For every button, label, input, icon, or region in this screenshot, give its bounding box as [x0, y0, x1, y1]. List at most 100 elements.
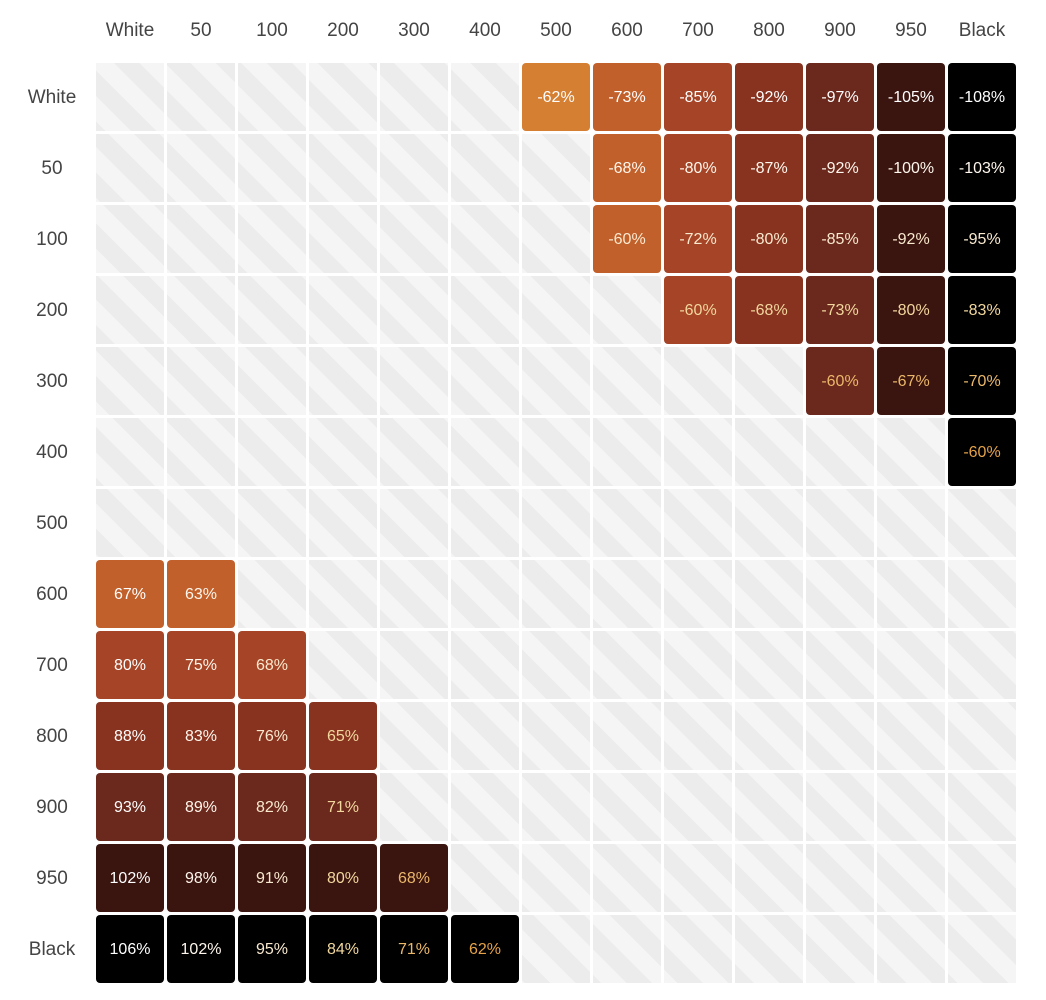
empty-cell	[380, 489, 448, 557]
cell-value-label: -68%	[608, 160, 645, 177]
empty-cell	[664, 631, 732, 699]
empty-cell	[593, 418, 661, 486]
contrast-cell	[522, 63, 590, 131]
empty-cell	[877, 844, 945, 912]
empty-cell	[451, 276, 519, 344]
contrast-cell	[593, 63, 661, 131]
cell-value-label: 91%	[256, 870, 288, 887]
empty-cell	[735, 489, 803, 557]
cell-value-label: 75%	[185, 657, 217, 674]
empty-cell	[593, 773, 661, 841]
empty-cell	[167, 134, 235, 202]
column-label: 50	[190, 20, 211, 41]
empty-cell	[380, 134, 448, 202]
column-label: Black	[959, 20, 1006, 41]
contrast-cell	[167, 915, 235, 983]
cell-value-label: 80%	[114, 657, 146, 674]
empty-cell	[96, 134, 164, 202]
column-label: 600	[611, 20, 643, 41]
empty-cell	[593, 844, 661, 912]
empty-cell	[380, 347, 448, 415]
empty-cell	[238, 347, 306, 415]
contrast-cell	[948, 418, 1016, 486]
empty-cell	[806, 702, 874, 770]
contrast-cell	[167, 773, 235, 841]
cell-value-label: -67%	[892, 373, 929, 390]
empty-cell	[593, 915, 661, 983]
cell-value-label: 84%	[327, 941, 359, 958]
cell-value-label: 63%	[185, 586, 217, 603]
contrast-cell	[877, 63, 945, 131]
empty-cell	[522, 560, 590, 628]
column-label: 500	[540, 20, 572, 41]
empty-cell	[380, 418, 448, 486]
row-labels: White 50 100 200 300 400 500 600 700 800 900 950 Bla…	[28, 87, 77, 960]
empty-cell	[806, 915, 874, 983]
contrast-cell	[96, 773, 164, 841]
column-label: 700	[682, 20, 714, 41]
contrast-cell	[948, 205, 1016, 273]
empty-cell	[309, 134, 377, 202]
cell-value-label: -92%	[821, 160, 858, 177]
empty-cell	[238, 276, 306, 344]
contrast-cell	[380, 915, 448, 983]
column-label: 800	[753, 20, 785, 41]
empty-cell	[167, 205, 235, 273]
contrast-cell	[664, 63, 732, 131]
cell-value-label: -85%	[679, 89, 716, 106]
empty-cell	[309, 631, 377, 699]
empty-cell	[96, 63, 164, 131]
cell-value-label: -105%	[888, 89, 934, 106]
cell-value-label: -60%	[608, 231, 645, 248]
empty-cell	[593, 489, 661, 557]
cell-value-label: 93%	[114, 799, 146, 816]
empty-cell	[522, 773, 590, 841]
empty-cell	[380, 560, 448, 628]
cell-value-label: -68%	[750, 302, 787, 319]
contrast-cell	[877, 134, 945, 202]
empty-cell	[948, 773, 1016, 841]
contrast-cell	[309, 844, 377, 912]
cell-value-label: -62%	[537, 89, 574, 106]
empty-cell	[238, 489, 306, 557]
cell-value-label: 83%	[185, 728, 217, 745]
cell-value-label: 102%	[110, 870, 151, 887]
contrast-cell	[96, 915, 164, 983]
column-label: 100	[256, 20, 288, 41]
empty-cell	[380, 702, 448, 770]
empty-cell	[877, 773, 945, 841]
contrast-cell	[167, 560, 235, 628]
empty-cell	[451, 702, 519, 770]
empty-cell	[593, 276, 661, 344]
empty-cell	[96, 418, 164, 486]
empty-cell	[593, 347, 661, 415]
empty-cell	[806, 560, 874, 628]
cell-value-label: -92%	[892, 231, 929, 248]
empty-cell	[380, 631, 448, 699]
row-label: 400	[36, 442, 68, 463]
matrix-cells: -62% -73% -85% -92% -97% -105% -108% -68% -80% -8…	[96, 63, 1016, 983]
contrast-cell	[877, 276, 945, 344]
empty-cell	[593, 631, 661, 699]
empty-cell	[522, 276, 590, 344]
contrast-cell	[451, 915, 519, 983]
cell-value-label: 80%	[327, 870, 359, 887]
empty-cell	[451, 418, 519, 486]
empty-cell	[167, 418, 235, 486]
contrast-cell	[96, 702, 164, 770]
cell-value-label: -92%	[750, 89, 787, 106]
row-label: 800	[36, 726, 68, 747]
cell-value-label: -60%	[963, 444, 1000, 461]
cell-value-label: -72%	[679, 231, 716, 248]
contrast-cell	[238, 773, 306, 841]
empty-cell	[806, 844, 874, 912]
cell-value-label: -70%	[963, 373, 1000, 390]
contrast-cell	[948, 63, 1016, 131]
empty-cell	[735, 418, 803, 486]
contrast-cell	[309, 915, 377, 983]
contrast-cell	[806, 63, 874, 131]
empty-cell	[877, 631, 945, 699]
empty-cell	[735, 347, 803, 415]
empty-cell	[948, 560, 1016, 628]
